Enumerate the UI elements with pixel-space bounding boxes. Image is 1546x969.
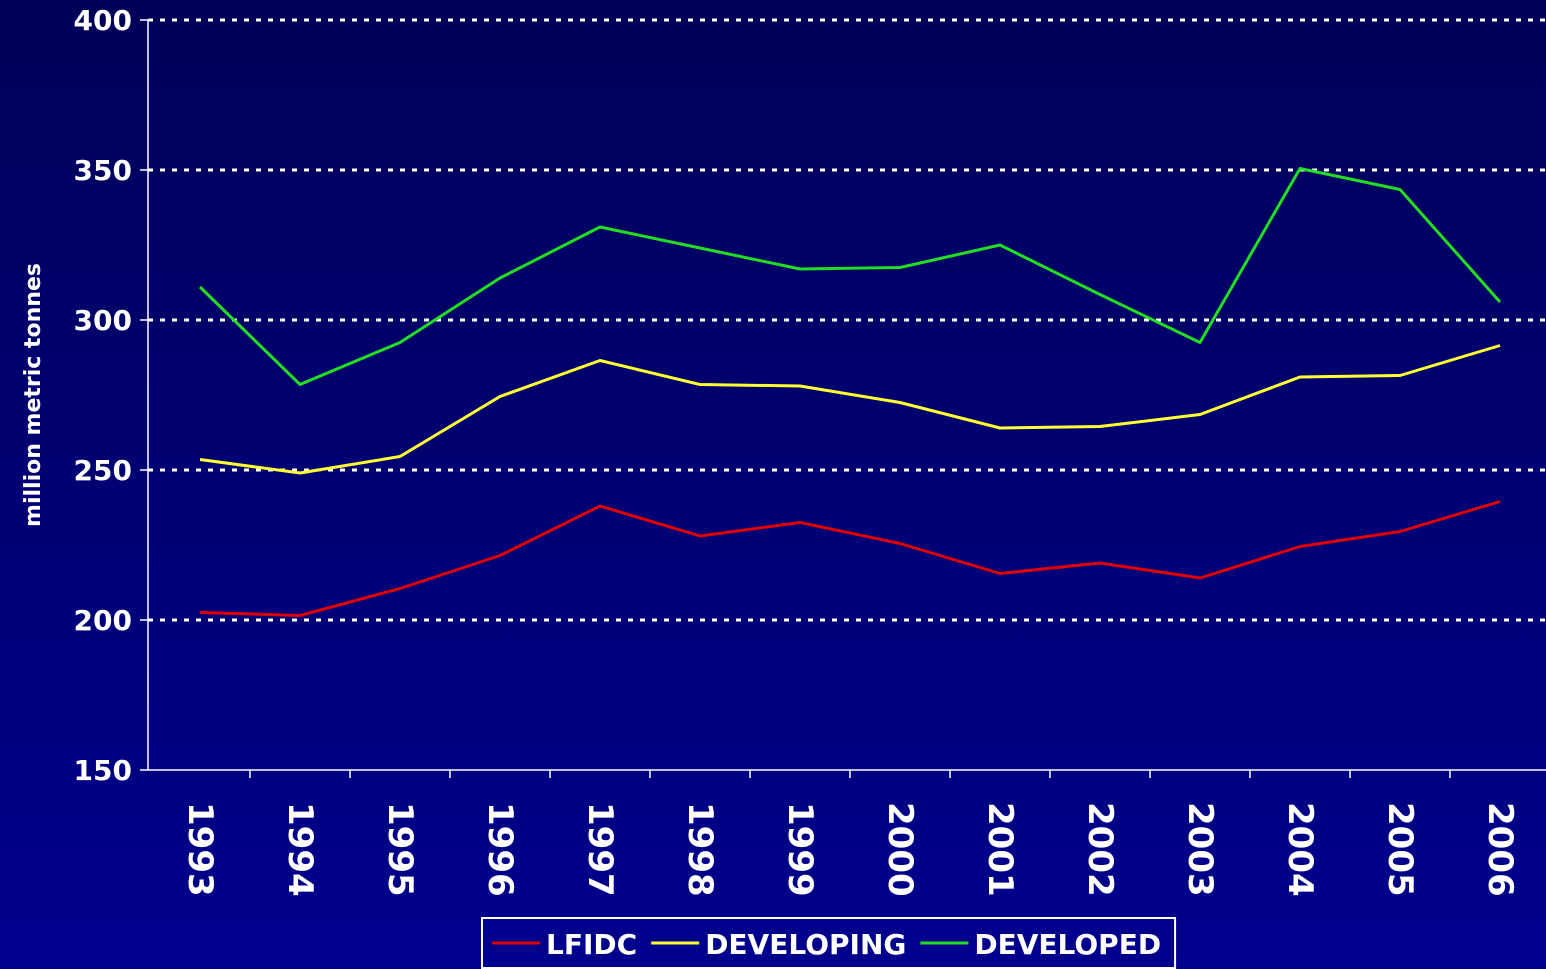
x-tick-label: 1998 — [680, 802, 720, 897]
x-tick-label: 1999 — [780, 802, 820, 897]
x-tick-label: 1994 — [280, 802, 320, 897]
x-tick-label: 2005 — [1380, 802, 1420, 897]
x-tick-label: 1997 — [580, 802, 620, 897]
x-tick-label: 2006 — [1480, 802, 1520, 897]
y-tick-label: 200 — [74, 604, 132, 637]
x-tick-label: 1993 — [180, 802, 220, 897]
x-tick-label: 2004 — [1280, 802, 1320, 897]
series-line — [199, 500, 1501, 617]
x-tick-label: 2001 — [980, 802, 1020, 897]
x-tick-label: 2003 — [1180, 802, 1220, 897]
x-tick-label: 2000 — [880, 802, 920, 897]
y-tick-label: 300 — [74, 304, 132, 337]
y-tick-label: 350 — [74, 154, 132, 187]
legend-label: DEVELOPED — [974, 928, 1161, 961]
series-line — [198, 167, 1502, 386]
legend-label: LFIDC — [546, 928, 637, 961]
y-axis-label: million metric tonnes — [21, 263, 46, 527]
x-tick-label: 2002 — [1080, 802, 1120, 897]
legend: LFIDC DEVELOPING DEVELOPED — [481, 917, 1177, 969]
y-tick-label: 250 — [74, 454, 132, 487]
series-line — [199, 344, 1501, 475]
x-tick-label: 1996 — [480, 802, 520, 897]
x-tick-label: 1995 — [380, 802, 420, 897]
y-tick-label: 400 — [74, 4, 132, 37]
legend-box — [481, 917, 1177, 969]
legend-label: DEVELOPING — [705, 928, 906, 961]
y-tick-label: 150 — [74, 754, 132, 787]
